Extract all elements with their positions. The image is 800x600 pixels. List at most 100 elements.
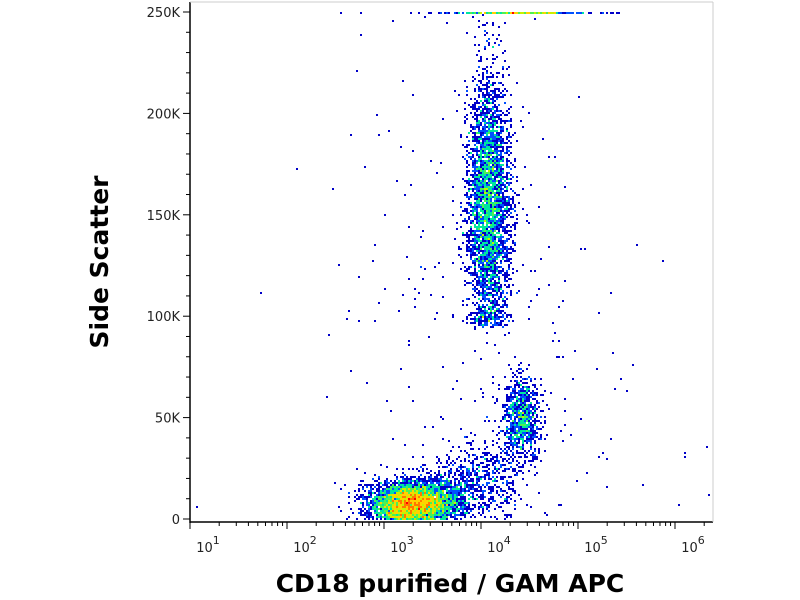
density-cell [482,276,484,278]
density-cell [494,152,496,154]
density-cell [480,174,482,176]
density-cell [534,384,536,386]
density-cell [454,486,456,488]
density-cell [484,502,486,504]
density-cell [390,486,392,488]
density-cell [466,232,468,234]
density-cell [472,492,474,494]
density-cell [474,98,476,100]
density-cell [438,504,440,506]
density-cell [502,502,504,504]
density-cell [458,502,460,504]
density-cell [470,214,472,216]
density-cell [496,154,498,156]
density-cell [378,514,380,516]
density-cell [490,172,492,174]
density-cell [522,422,524,424]
density-cell [494,112,496,114]
density-cell [482,512,484,514]
density-cell [486,266,488,268]
density-cell [516,438,518,440]
density-cell [492,476,494,478]
density-cell [514,380,516,382]
density-cell [522,478,524,480]
density-cell [444,486,446,488]
density-cell [482,476,484,478]
density-cell [462,300,464,302]
density-cell [486,470,488,472]
density-cell [500,420,502,422]
density-cell [448,510,450,512]
density-cell [498,468,500,470]
density-cell [476,150,478,152]
density-cell [488,118,490,120]
density-cell [440,500,442,502]
density-cell [486,136,488,138]
density-cell [486,298,488,300]
density-cell [414,504,416,506]
density-cell [398,498,400,500]
density-cell [520,498,522,500]
density-cell [492,238,494,240]
density-cell [460,464,462,466]
density-cell [528,410,530,412]
density-cell [394,516,396,518]
density-cell [404,482,406,484]
density-cell [462,178,464,180]
density-cell [442,490,444,492]
density-cell [478,476,480,478]
density-cell [562,440,564,442]
density-cell [396,498,398,500]
density-cell [540,422,542,424]
density-cell [478,102,480,104]
density-cell [484,448,486,450]
density-cell [528,460,530,462]
density-cell [408,514,410,516]
density-cell [490,136,492,138]
density-cell [386,478,388,480]
density-cell [482,188,484,190]
density-cell [500,174,502,176]
density-cell [462,472,464,474]
density-cell [350,134,352,136]
density-cell [478,240,480,242]
density-cell [494,196,496,198]
density-cell [384,496,386,498]
density-cell [484,140,486,142]
density-cell [486,256,488,258]
density-cell [478,198,480,200]
density-cell [510,456,512,458]
density-cell [460,496,462,498]
density-cell [380,486,382,488]
density-cell [476,190,478,192]
density-cell [484,150,486,152]
density-cell [466,248,468,250]
density-cell [414,518,416,520]
density-cell [466,222,468,224]
density-cell [482,74,484,76]
density-cell [506,442,508,444]
density-cell [452,508,454,510]
density-cell [484,266,486,268]
density-cell [510,206,512,208]
density-cell [514,470,516,472]
density-cell [488,482,490,484]
density-cell [478,250,480,252]
density-cell [492,258,494,260]
density-cell [488,250,490,252]
density-cell [474,326,476,328]
density-cell [376,516,378,518]
density-cell [518,392,520,394]
density-cell [514,374,516,376]
density-cell [502,242,504,244]
density-cell [510,422,512,424]
density-cell [480,208,482,210]
density-cell [464,484,466,486]
density-cell [478,44,480,46]
density-cell [494,12,496,14]
x-tick-label: 103 [390,534,414,556]
density-cell [492,444,494,446]
density-cell [456,468,458,470]
density-cell [512,458,514,460]
density-cell [508,468,510,470]
